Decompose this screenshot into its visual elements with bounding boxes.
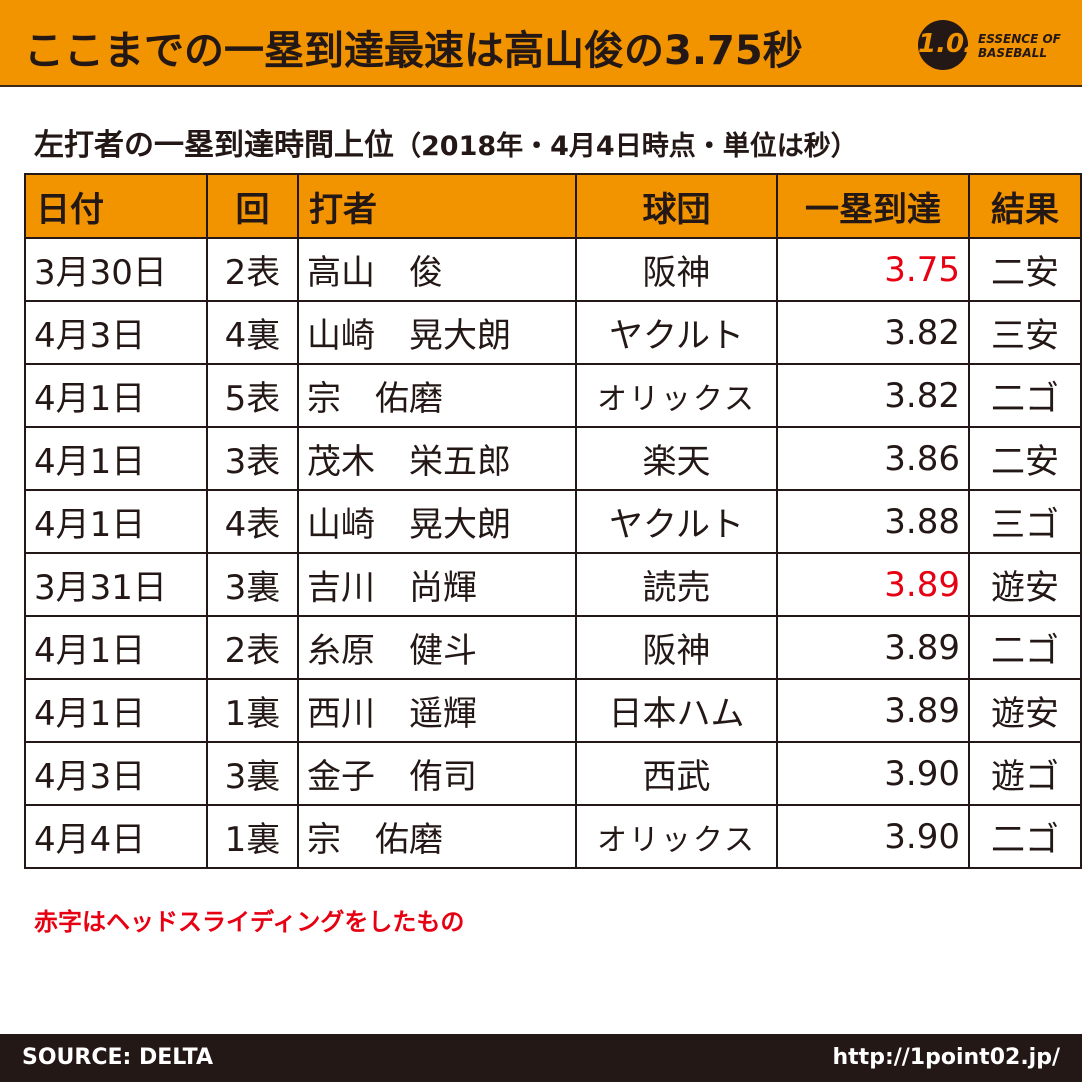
table-row: 4月1日 4表 山崎 晃大朗 ヤクルト 3.88 三ゴ — [24, 489, 1082, 554]
ranking-table: 日付 回 打者 球団 一塁到達 結果 3月30日 2表 高山 俊阪神 3.75 二安 4月… — [24, 173, 1082, 869]
logo-number: 1.02 — [918, 29, 983, 59]
cell-date: 4月3日 — [24, 300, 208, 365]
cell-batter: 宗 佑磨 — [297, 363, 577, 428]
cell-batter: 山崎 晃大朗 — [297, 300, 577, 365]
cell-date: 3月30日 — [24, 237, 208, 302]
cell-time: 3.82 — [776, 363, 970, 428]
cell-time: 3.89 — [776, 552, 970, 617]
cell-inning: 5表 — [206, 363, 299, 428]
cell-time: 3.88 — [776, 489, 970, 554]
cell-batter: 吉川 尚輝 — [297, 552, 577, 617]
footer-bar: SOURCE: DELTA http://1point02.jp/ — [0, 1034, 1082, 1082]
cell-date: 4月1日 — [24, 426, 208, 491]
cell-team: ヤクルト — [575, 489, 778, 554]
page-title: ここまでの一塁到達最速は高山俊の3.75秒 — [24, 28, 803, 74]
table-row: 4月1日 2表 糸原 健斗 阪神 3.89 二ゴ — [24, 615, 1082, 680]
cell-date: 3月31日 — [24, 552, 208, 617]
site-url: http://1point02.jp/ — [832, 1045, 1061, 1070]
header-banner: ここまでの一塁到達最速は高山俊の3.75秒 1.02 ESSENCE OF BA… — [0, 0, 1082, 87]
table-title-main: 左打者の一塁到達時間上位 — [34, 128, 394, 163]
cell-batter: 糸原 健斗 — [297, 615, 577, 680]
cell-date: 4月3日 — [24, 741, 208, 806]
table-body: 3月30日 2表 高山 俊阪神 3.75 二安 4月3日 4裏 山崎 晃大朗 ヤクルト 3.82 三… — [24, 237, 1082, 869]
cell-team: 阪神 — [575, 237, 778, 302]
column-header-inning: 回 — [206, 173, 299, 239]
cell-result: 二ゴ — [968, 363, 1082, 428]
table-row: 4月3日 3裏 金子 侑司 西武 3.90 遊ゴ — [24, 741, 1082, 806]
cell-result: 二安 — [968, 237, 1082, 302]
cell-time: 3.86 — [776, 426, 970, 491]
cell-inning: 4表 — [206, 489, 299, 554]
cell-inning: 1裏 — [206, 804, 299, 869]
table-row: 4月4日 1裏宗 佑磨 オリックス 3.90 二ゴ — [24, 804, 1082, 869]
table-title-note: （2018年・4月4日時点・単位は秒） — [394, 131, 858, 162]
cell-result: 三ゴ — [968, 489, 1082, 554]
table-row: 4月1日 1裏 西川 遥輝 日本ハム 3.89 遊安 — [24, 678, 1082, 743]
cell-result: 遊安 — [968, 552, 1082, 617]
source-credit: SOURCE: DELTA — [22, 1045, 213, 1070]
table-row: 4月1日 3表 茂木 栄五郎 楽天 3.86 二安 — [24, 426, 1082, 491]
cell-result: 遊ゴ — [968, 741, 1082, 806]
cell-team: 阪神 — [575, 615, 778, 680]
legend-note: 赤字はヘッドスライディングをしたもの — [34, 908, 465, 936]
cell-batter: 金子 侑司 — [297, 741, 577, 806]
cell-team: 西武 — [575, 741, 778, 806]
cell-result: 二安 — [968, 426, 1082, 491]
logo-text-line2: BASEBALL — [978, 46, 1047, 60]
cell-inning: 1裏 — [206, 678, 299, 743]
brand-logo: 1.02 ESSENCE OF BASEBALL — [918, 20, 1061, 70]
cell-time: 3.90 — [776, 804, 970, 869]
column-header-team: 球団 — [575, 173, 778, 239]
cell-time: 3.75 — [776, 237, 970, 302]
column-header-batter: 打者 — [297, 173, 577, 239]
cell-result: 二ゴ — [968, 615, 1082, 680]
cell-batter: 山崎 晃大朗 — [297, 489, 577, 554]
cell-time: 3.89 — [776, 615, 970, 680]
cell-batter: 西川 遥輝 — [297, 678, 577, 743]
cell-time: 3.89 — [776, 678, 970, 743]
table-row: 4月3日 4裏 山崎 晃大朗 ヤクルト 3.82 三安 — [24, 300, 1082, 365]
cell-date: 4月1日 — [24, 363, 208, 428]
cell-inning: 3表 — [206, 426, 299, 491]
cell-date: 4月1日 — [24, 615, 208, 680]
column-header-date: 日付 — [24, 173, 208, 239]
cell-inning: 2表 — [206, 615, 299, 680]
table-row: 4月1日 5表宗 佑磨 オリックス 3.82 二ゴ — [24, 363, 1082, 428]
cell-batter: 高山 俊 — [297, 237, 577, 302]
cell-team: 楽天 — [575, 426, 778, 491]
logo-text-line1: ESSENCE OF — [978, 32, 1061, 46]
table-row: 3月30日 2表 高山 俊阪神 3.75 二安 — [24, 237, 1082, 302]
table-title: 左打者の一塁到達時間上位（2018年・4月4日時点・単位は秒） — [34, 120, 858, 164]
cell-date: 4月1日 — [24, 678, 208, 743]
cell-date: 4月1日 — [24, 489, 208, 554]
cell-team: ヤクルト — [575, 300, 778, 365]
cell-team: オリックス — [575, 804, 778, 869]
table-row: 3月31日 3裏 吉川 尚輝 読売 3.89 遊安 — [24, 552, 1082, 617]
cell-date: 4月4日 — [24, 804, 208, 869]
cell-batter: 茂木 栄五郎 — [297, 426, 577, 491]
cell-inning: 4裏 — [206, 300, 299, 365]
column-header-result: 結果 — [968, 173, 1082, 239]
cell-inning: 3裏 — [206, 552, 299, 617]
cell-result: 三安 — [968, 300, 1082, 365]
cell-result: 二ゴ — [968, 804, 1082, 869]
cell-team: 日本ハム — [575, 678, 778, 743]
cell-time: 3.82 — [776, 300, 970, 365]
logo-badge: 1.02 — [918, 20, 983, 70]
cell-result: 遊安 — [968, 678, 1082, 743]
table-header-row: 日付 回 打者 球団 一塁到達 結果 — [24, 173, 1082, 239]
cell-team: 読売 — [575, 552, 778, 617]
column-header-time: 一塁到達 — [776, 173, 970, 239]
cell-batter: 宗 佑磨 — [297, 804, 577, 869]
cell-team: オリックス — [575, 363, 778, 428]
cell-time: 3.90 — [776, 741, 970, 806]
cell-inning: 3裏 — [206, 741, 299, 806]
cell-inning: 2表 — [206, 237, 299, 302]
